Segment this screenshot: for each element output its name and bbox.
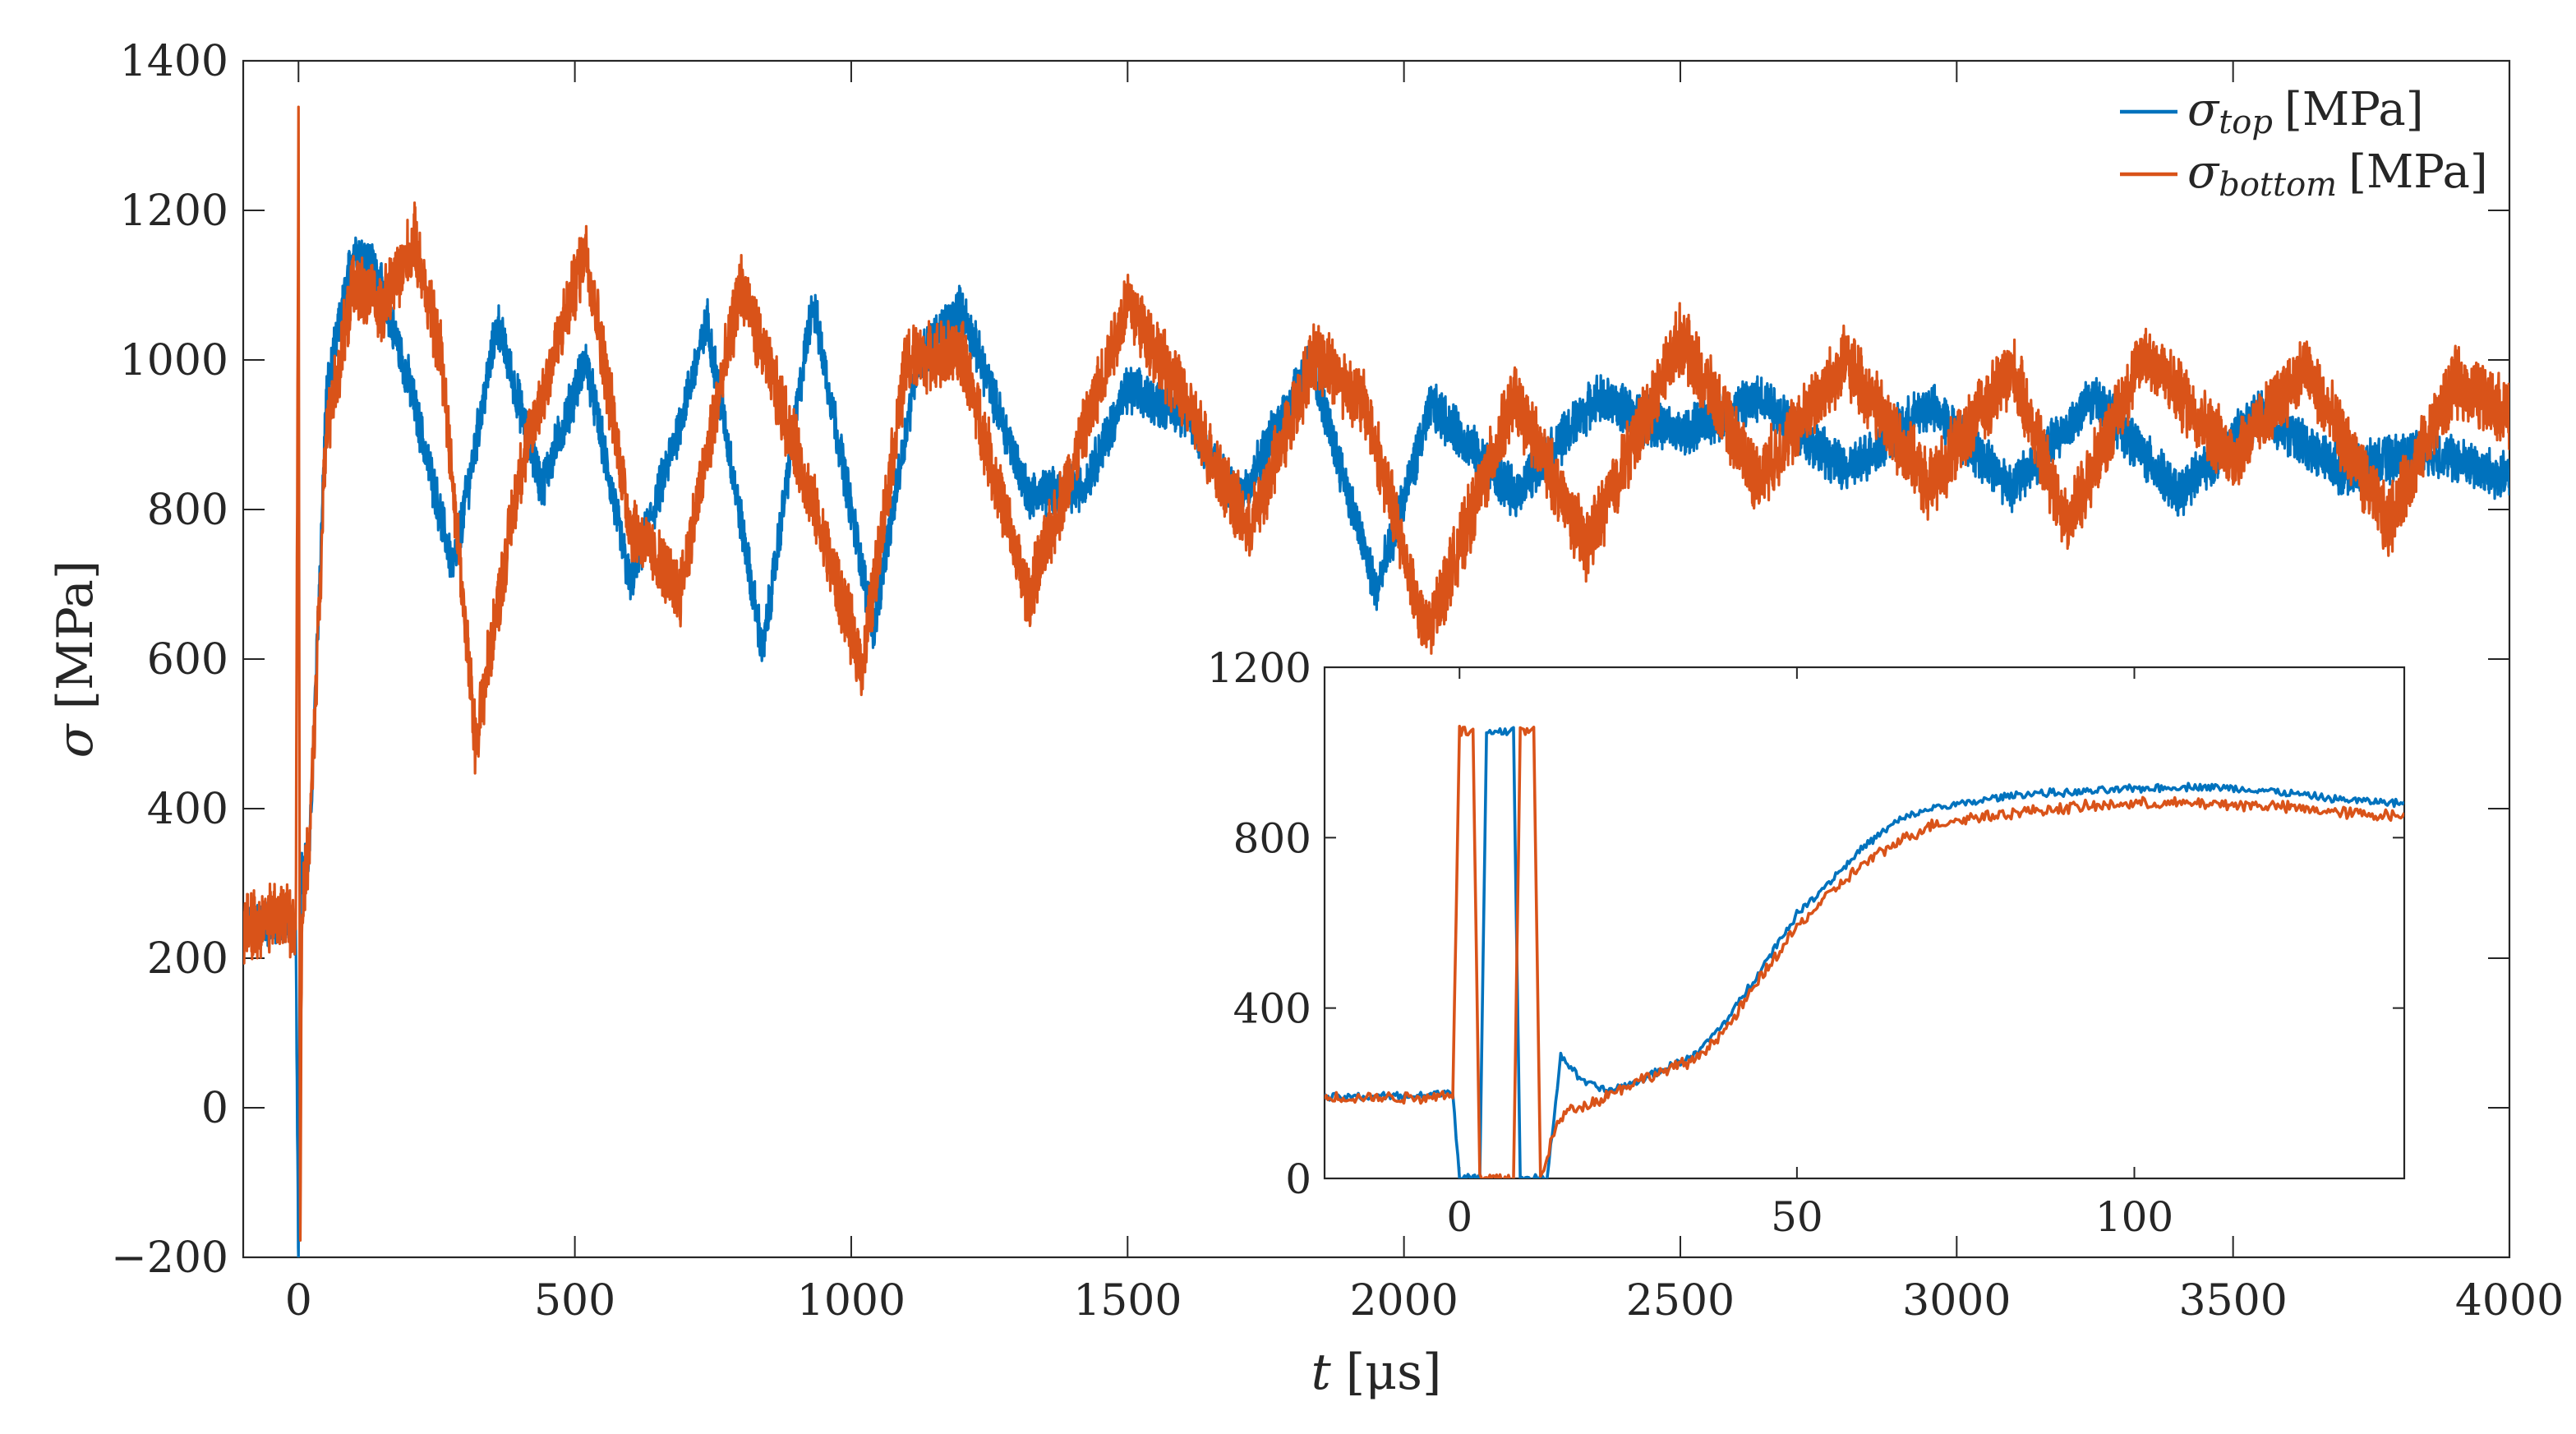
x-tick-label: 1500	[1073, 1276, 1182, 1326]
x-tick-label: 50	[1771, 1193, 1823, 1241]
main-series-sigma-bottom	[243, 105, 2509, 1242]
x-tick-label: 0	[285, 1276, 312, 1326]
legend: σtop [MPa] σbottom [MPa]	[2120, 83, 2488, 204]
y-tick-label: 1000	[120, 336, 228, 385]
legend-top-sub: top	[2219, 104, 2273, 141]
y-axis-symbol: σ	[47, 722, 104, 758]
y-axis-unit: [MPa]	[47, 560, 104, 710]
x-tick-label: 1000	[797, 1276, 906, 1326]
x-tick-label: 2000	[1349, 1276, 1458, 1326]
x-axis-symbol: t	[1311, 1344, 1332, 1401]
legend-top-symbol: σ	[2187, 83, 2220, 136]
x-tick-label: 2500	[1626, 1276, 1735, 1326]
legend-entry-top: σtop [MPa]	[2120, 83, 2424, 141]
y-tick-label: 1200	[1207, 644, 1311, 692]
inset-plot-lines	[1325, 724, 2404, 1178]
legend-label-bottom: σbottom [MPa]	[2187, 145, 2488, 204]
inset-series-sigma-bottom	[1325, 724, 2404, 1178]
main-plot-lines	[243, 105, 2509, 1257]
x-tick-label: 500	[534, 1276, 615, 1326]
inset-series-sigma-top	[1325, 726, 2404, 1178]
y-tick-label: 1200	[120, 187, 228, 236]
legend-label-top: σtop [MPa]	[2187, 83, 2424, 141]
x-axis-label: t [μs]	[1311, 1344, 1442, 1401]
y-axis-label: σ [MPa]	[47, 560, 104, 758]
legend-bottom-sub: bottom	[2219, 166, 2337, 204]
x-tick-label: 100	[2095, 1193, 2173, 1241]
inset-axis-ticks: 0 50 100 0 400 800 1200	[1207, 644, 2404, 1241]
legend-bottom-symbol: σ	[2187, 145, 2220, 199]
legend-bottom-unit: [MPa]	[2348, 145, 2488, 199]
y-tick-label: 0	[1285, 1155, 1311, 1203]
inset-axes	[1323, 666, 2406, 1180]
legend-entry-bottom: σbottom [MPa]	[2120, 145, 2488, 204]
inset-axes-box	[1323, 666, 2406, 1180]
main-axis-ticks: 0 500 1000 1500 2000 2500 3000 3500 4000−2000200…	[111, 37, 2564, 1326]
y-tick-label: 800	[1233, 814, 1311, 862]
main-series-sigma-top	[243, 236, 2509, 1257]
y-tick-label: 600	[147, 635, 228, 685]
y-tick-label: 200	[147, 934, 228, 984]
x-tick-label: 4000	[2455, 1276, 2564, 1326]
y-tick-label: 1400	[120, 37, 228, 86]
x-axis-unit: [μs]	[1346, 1344, 1442, 1401]
y-tick-label: 400	[1233, 985, 1311, 1033]
x-tick-label: 3500	[2178, 1276, 2287, 1326]
legend-top-unit: [MPa]	[2284, 83, 2424, 136]
y-tick-label: −200	[111, 1233, 228, 1283]
y-tick-label: 800	[147, 486, 228, 535]
y-tick-label: 0	[201, 1084, 228, 1133]
x-tick-label: 3000	[1902, 1276, 2011, 1326]
x-tick-label: 0	[1446, 1193, 1472, 1241]
y-tick-label: 400	[147, 785, 228, 834]
